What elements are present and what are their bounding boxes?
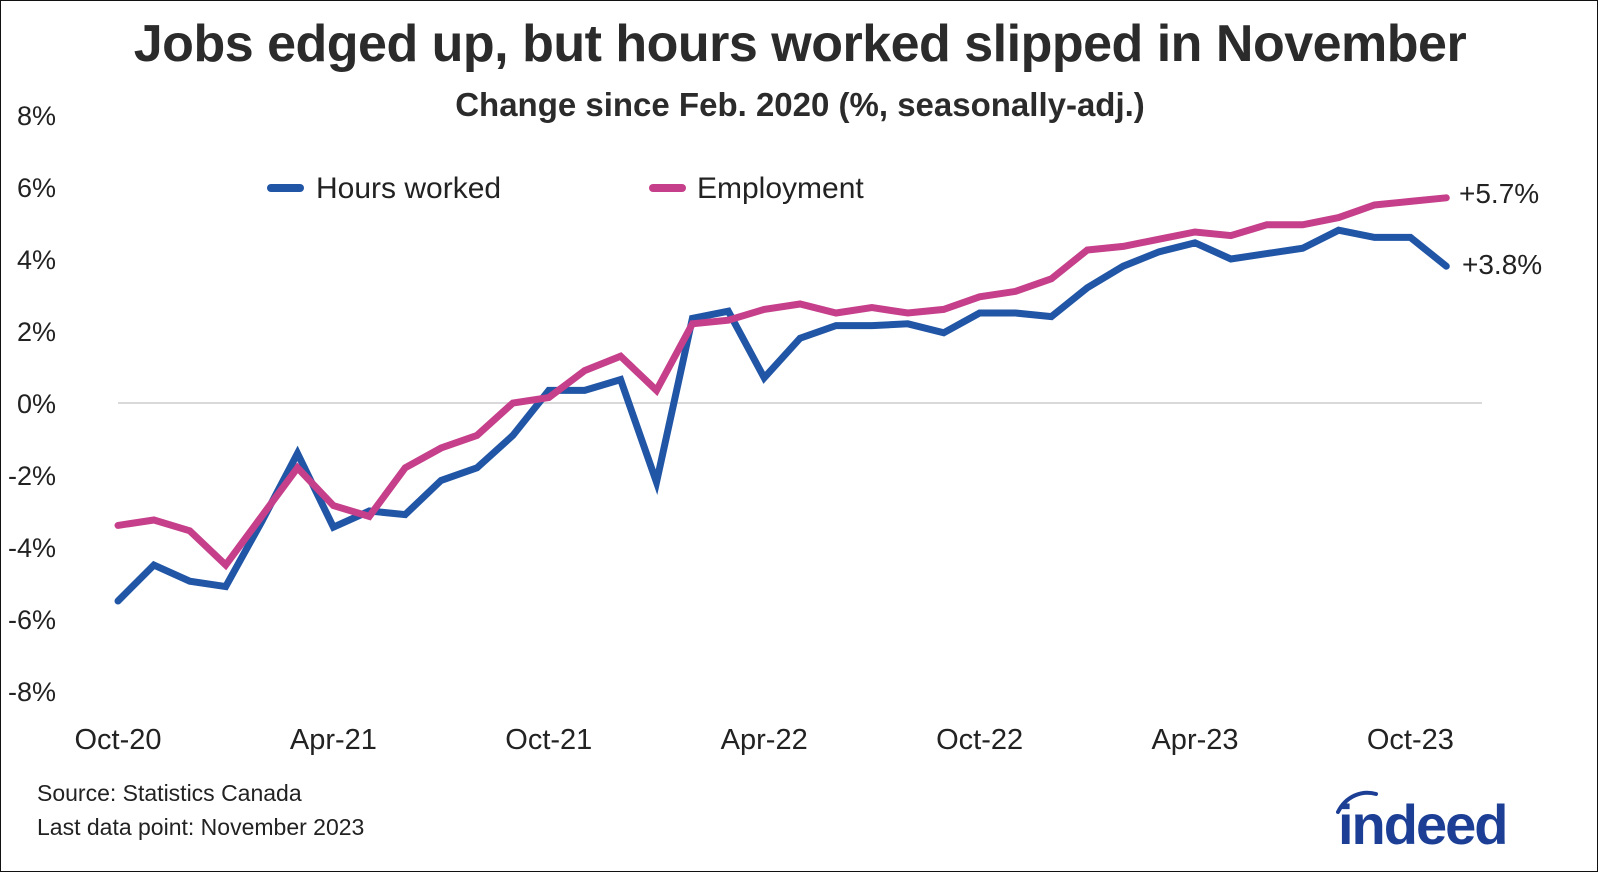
x-tick-label: Apr-22 [721,724,808,756]
x-tick-label: Oct-23 [1367,724,1454,756]
last-data-point-note: Last data point: November 2023 [37,814,365,840]
y-tick-label: 6% [17,173,56,203]
legend-label-hours: Hours worked [316,172,501,205]
x-tick-label: Oct-21 [505,724,592,756]
legend: Hours worked Employment [267,172,864,205]
y-tick-label: 4% [17,245,56,275]
series-line-hours-worked [114,226,1450,605]
hours-end-label: +3.8% [1462,249,1542,280]
x-tick-label: Oct-22 [936,724,1023,756]
svg-text:indeed: indeed [1338,793,1506,850]
x-tick-label: Oct-20 [74,724,161,756]
y-tick-label: 8% [17,101,56,131]
x-axis: Oct-20 Apr-21 Oct-21 Apr-22 Oct-22 Apr-23 Oct-… [74,724,1453,756]
y-tick-label: -8% [8,677,56,707]
series-lines [114,194,1450,605]
indeed-logo-icon: indeed [1336,790,1508,856]
indeed-logo: indeed [1336,790,1546,856]
chart-subtitle: Change since Feb. 2020 (%, seasonally-ad… [455,86,1145,123]
series-line-employment [114,194,1450,571]
legend-item-employment: Employment [649,172,864,205]
y-tick-label: 0% [17,389,56,419]
y-tick-label: -4% [8,533,56,563]
y-tick-label: -6% [8,605,56,635]
y-tick-label: 2% [17,317,56,347]
legend-label-employment: Employment [697,172,864,205]
y-tick-label: -2% [8,461,56,491]
y-axis: 8% 6% 4% 2% 0% -2% -4% -6% -8% [8,101,56,707]
x-tick-label: Apr-23 [1151,724,1238,756]
source-note: Source: Statistics Canada [37,780,302,806]
x-tick-label: Apr-21 [290,724,377,756]
legend-item-hours-worked: Hours worked [267,172,501,205]
employment-end-label: +5.7% [1459,178,1539,209]
chart-title: Jobs edged up, but hours worked slipped … [133,15,1467,73]
